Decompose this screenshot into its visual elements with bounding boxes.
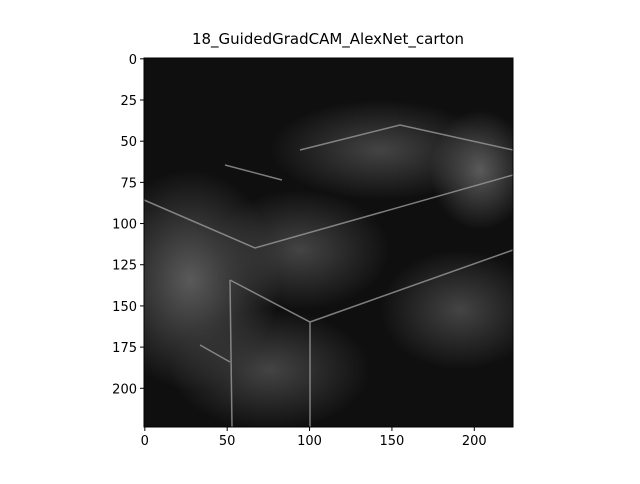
- y-tick-label: 125: [112, 259, 137, 274]
- x-tick-label: 50: [219, 434, 236, 449]
- y-tick-label: 175: [112, 341, 137, 356]
- y-tick-label: 100: [112, 218, 137, 233]
- y-tick-label: 200: [112, 382, 137, 397]
- x-tick-label: 200: [462, 434, 487, 449]
- x-tick-label: 100: [297, 434, 322, 449]
- y-tick-label: 75: [120, 176, 137, 191]
- image: [144, 58, 513, 427]
- y-tick-label: 25: [120, 94, 137, 109]
- x-tick-label: 0: [141, 434, 149, 449]
- y-tick-label: 0: [129, 53, 137, 68]
- x-tick-label: 150: [380, 434, 405, 449]
- axes-frame: [143, 57, 514, 428]
- chart-title: 18_GuidedGradCAM_AlexNet_carton: [192, 30, 464, 49]
- y-tick-label: 50: [120, 135, 137, 150]
- y-tick-label: 150: [112, 300, 137, 315]
